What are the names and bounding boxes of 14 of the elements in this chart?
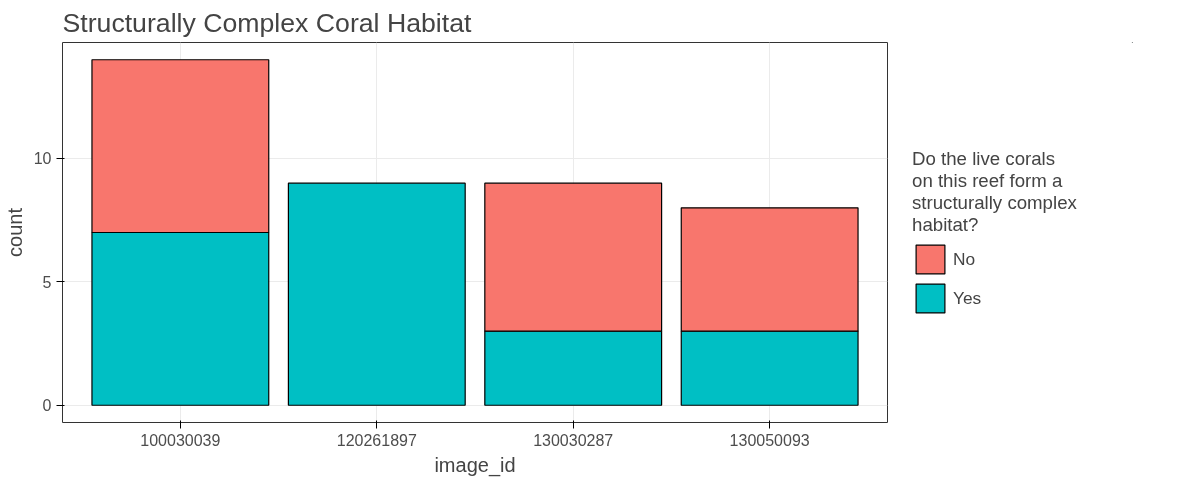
- x-axis-title: image_id: [434, 453, 516, 477]
- y-tick-label: 5: [42, 273, 52, 291]
- legend-label: No: [953, 248, 976, 270]
- x-tick-label: 120261897: [336, 431, 417, 449]
- legend-label: Yes: [953, 287, 982, 309]
- legend-title: Do the live corals on this reef form a structurally complex habitat?: [912, 148, 1077, 236]
- bar: [287, 182, 466, 406]
- y-axis-title: count: [3, 207, 26, 257]
- chart-title: Structurally Complex Coral Habitat: [62, 7, 472, 38]
- x-tick-label: 100030039: [140, 431, 221, 449]
- x-tick-label: 130050093: [729, 431, 810, 449]
- x-tick-label: 130030287: [533, 431, 614, 449]
- y-tick-label: 0: [42, 397, 52, 415]
- y-tick-label: 10: [33, 150, 52, 168]
